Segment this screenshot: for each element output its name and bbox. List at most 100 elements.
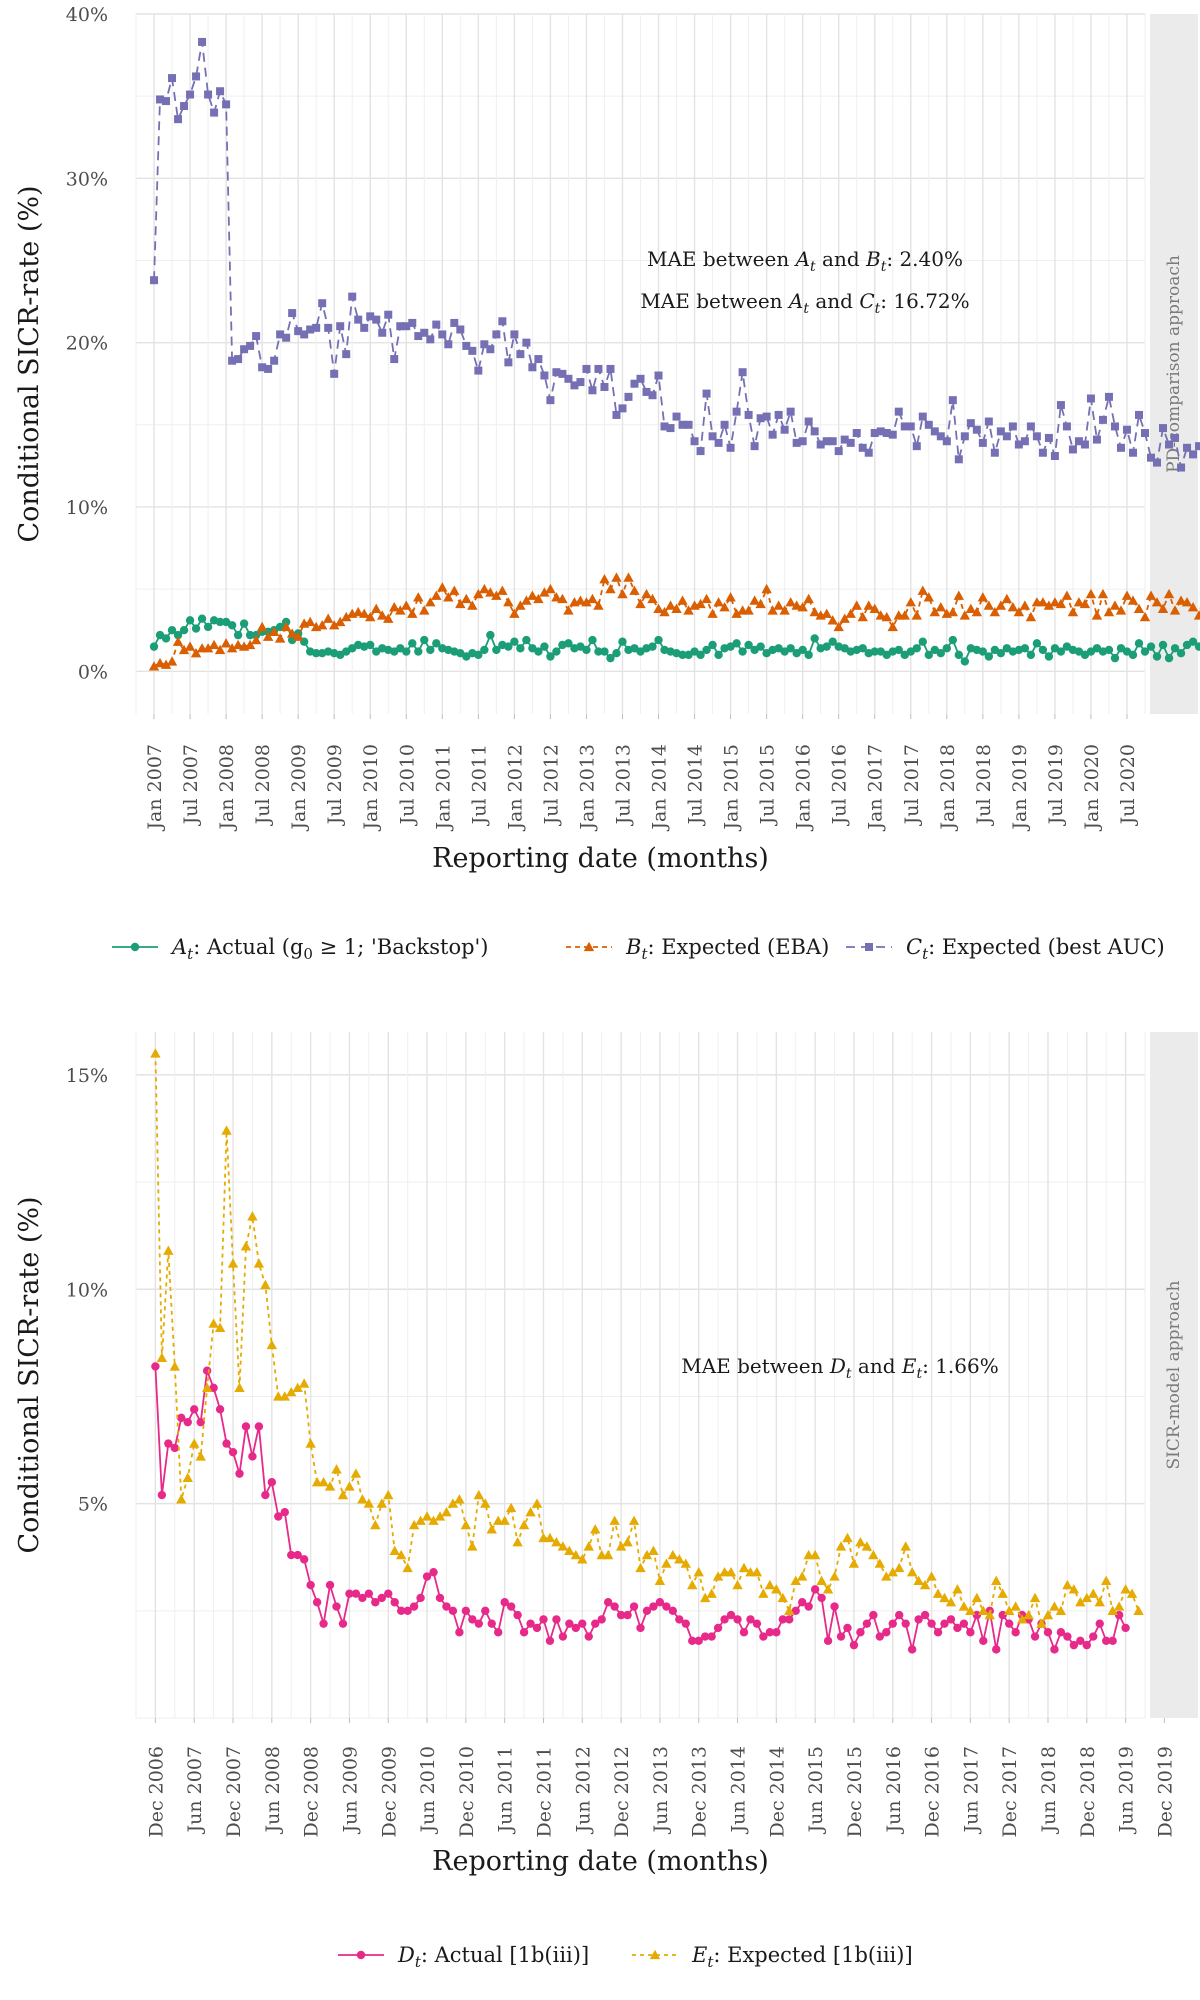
data-point-B — [262, 631, 274, 641]
data-point-D — [1121, 1623, 1130, 1633]
data-point-A — [161, 634, 171, 643]
y-axis-title: Conditional SICR-rate (%) — [14, 1196, 45, 1553]
data-point-B — [695, 598, 706, 609]
data-point-C — [1038, 448, 1047, 457]
annot-text: and — [816, 247, 866, 271]
data-point-C — [612, 410, 621, 419]
legend: Dt: Actual [1b(iii)] Et: Expected [1b(iii… — [338, 1943, 913, 1971]
data-point-C — [1189, 450, 1198, 459]
data-point-D — [481, 1606, 490, 1616]
data-point-A — [233, 630, 243, 640]
data-point-B — [755, 598, 766, 609]
data-point-E — [454, 1494, 465, 1504]
data-point-B — [473, 588, 484, 599]
annot-text: : 2.40% — [886, 247, 963, 271]
data-point-E — [570, 1549, 582, 1560]
data-point-C — [1195, 442, 1200, 451]
data-point-D — [733, 1615, 742, 1624]
x-tick-label: Jul 2016 — [829, 744, 851, 826]
data-point-E — [971, 1592, 983, 1603]
data-point-C — [948, 396, 957, 405]
data-point-D — [849, 1640, 859, 1650]
data-point-A — [654, 635, 663, 645]
data-point-D — [384, 1589, 393, 1598]
data-point-D — [209, 1383, 218, 1393]
data-point-C — [1110, 422, 1119, 431]
data-point-C — [918, 412, 927, 421]
data-point-A — [546, 652, 555, 661]
data-point-C — [372, 315, 381, 324]
x-tick-label: Jan 2015 — [721, 744, 743, 832]
data-point-E — [874, 1558, 886, 1568]
data-point-C — [318, 299, 327, 308]
y-tick-label: 30% — [66, 168, 108, 190]
data-point-C — [432, 320, 441, 329]
x-tick-label: Jul 2010 — [396, 744, 418, 826]
data-point-B — [1013, 606, 1025, 617]
data-point-C — [732, 407, 741, 416]
data-point-D — [416, 1593, 425, 1603]
x-tick-label: Jul 2014 — [685, 744, 707, 826]
data-point-D — [895, 1610, 904, 1620]
data-point-E — [577, 1554, 588, 1564]
data-point-B — [467, 600, 478, 610]
data-point-D — [875, 1632, 885, 1641]
data-point-D — [487, 1619, 496, 1628]
data-point-E — [771, 1584, 782, 1594]
x-tick-label: Jun 2012 — [572, 1746, 594, 1834]
data-point-D — [422, 1572, 432, 1581]
data-point-B — [1145, 590, 1157, 600]
data-point-E — [945, 1597, 957, 1607]
data-point-D — [183, 1417, 192, 1427]
data-point-E — [480, 1498, 491, 1508]
data-point-C — [1068, 445, 1077, 454]
x-tick-label: Dec 2013 — [689, 1746, 711, 1838]
data-point-B — [1163, 588, 1175, 599]
data-point-C — [864, 448, 873, 457]
data-point-A — [912, 644, 921, 653]
series-C — [150, 37, 1200, 472]
x-tick-label: Jul 2017 — [901, 744, 923, 826]
data-point-E — [1094, 1597, 1105, 1607]
x-tick-label: Jun 2014 — [728, 1746, 750, 1834]
data-point-C — [672, 412, 681, 421]
data-point-B — [443, 592, 454, 602]
data-point-E — [919, 1579, 931, 1590]
data-point-A — [408, 639, 417, 648]
legend-symbol: E — [691, 1943, 707, 1967]
data-point-C — [840, 435, 849, 444]
data-point-E — [525, 1507, 536, 1517]
data-point-A — [402, 647, 411, 656]
data-point-E — [1126, 1588, 1138, 1598]
data-point-B — [274, 633, 286, 643]
data-point-D — [429, 1568, 438, 1577]
x-tick-label: Jan 2007 — [144, 744, 166, 832]
data-point-B — [1139, 611, 1151, 622]
annot-text: and — [809, 289, 859, 313]
annot-symbol: C — [859, 289, 874, 313]
y-tick-label: 10% — [66, 497, 108, 519]
data-point-B — [401, 600, 412, 610]
data-point-B — [1037, 597, 1049, 607]
data-point-D — [655, 1598, 665, 1607]
data-point-B — [905, 597, 916, 607]
data-point-D — [739, 1628, 749, 1637]
data-point-C — [786, 407, 795, 416]
data-point-B — [1019, 600, 1031, 610]
annot-text: and — [852, 1354, 902, 1378]
data-point-C — [258, 363, 267, 372]
data-point-C — [1050, 452, 1059, 461]
data-point-C — [588, 386, 597, 395]
data-point-E — [357, 1494, 368, 1504]
data-point-C — [1026, 422, 1035, 431]
data-point-A — [486, 630, 495, 640]
data-point-B — [515, 600, 526, 610]
data-point-B — [214, 644, 226, 655]
data-point-E — [1055, 1605, 1067, 1615]
data-point-C — [1128, 448, 1137, 457]
data-point-B — [449, 585, 460, 595]
data-point-B — [779, 605, 790, 615]
data-point-C — [342, 350, 351, 359]
data-point-E — [292, 1382, 303, 1393]
data-point-E — [557, 1541, 569, 1551]
